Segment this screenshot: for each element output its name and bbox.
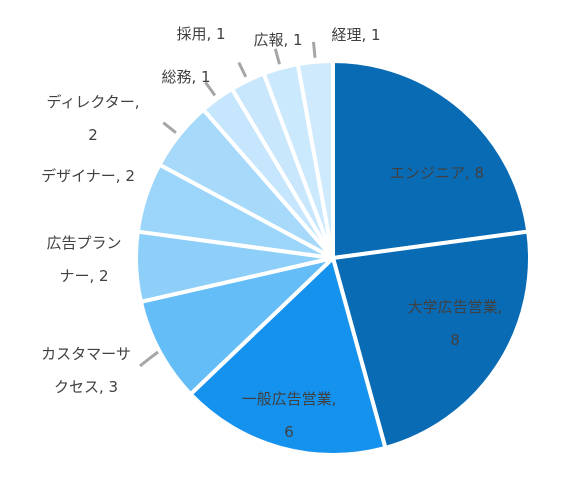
data-label-line: 広報, 1 [253, 31, 302, 49]
data-label: 広告プランナー, 2 [46, 234, 121, 285]
data-label-line: エンジニア, 8 [390, 164, 484, 182]
data-label: 総務, 1 [161, 68, 210, 86]
data-label-line: ディレクター, [46, 93, 139, 111]
data-label-line: 経理, 1 [331, 26, 380, 44]
data-label-line: ナー, 2 [59, 267, 108, 285]
data-label: 一般広告営業, 6 [242, 390, 337, 441]
leader-line [312, 41, 317, 58]
leader-line [237, 61, 248, 78]
data-label-line: 6 [284, 423, 294, 441]
data-label-line: デザイナー, 2 [41, 167, 135, 185]
data-label-line: 2 [88, 126, 98, 144]
leader-line [273, 48, 281, 65]
data-label-line: 8 [450, 331, 460, 349]
pie-slice [295, 59, 335, 260]
data-label: 経理, 1 [331, 26, 380, 44]
data-label-line: 一般広告営業, [242, 390, 337, 408]
data-label-line: 広告プラン [46, 234, 121, 252]
leader-line [139, 350, 159, 368]
data-label-line: 採用, 1 [176, 25, 225, 43]
pie-slice [331, 59, 531, 260]
data-label-line: 総務, 1 [161, 68, 210, 86]
pie-slice [188, 256, 388, 457]
pie-slice [331, 229, 532, 450]
data-label-line: クセス, 3 [54, 378, 118, 396]
leader-line [162, 121, 177, 134]
data-label: エンジニア, 8 [390, 164, 484, 182]
data-label-line: 大学広告営業, [408, 298, 503, 316]
data-label: 広報, 1 [253, 31, 302, 49]
data-label-line: カスタマーサ [41, 345, 131, 363]
leader-line [204, 81, 217, 97]
data-label: ディレクター, 2 [46, 93, 139, 144]
data-label: カスタマーサクセス, 3 [41, 345, 131, 396]
data-label: デザイナー, 2 [41, 167, 135, 185]
data-label: 採用, 1 [176, 25, 225, 43]
data-label: 大学広告営業, 8 [408, 298, 503, 349]
